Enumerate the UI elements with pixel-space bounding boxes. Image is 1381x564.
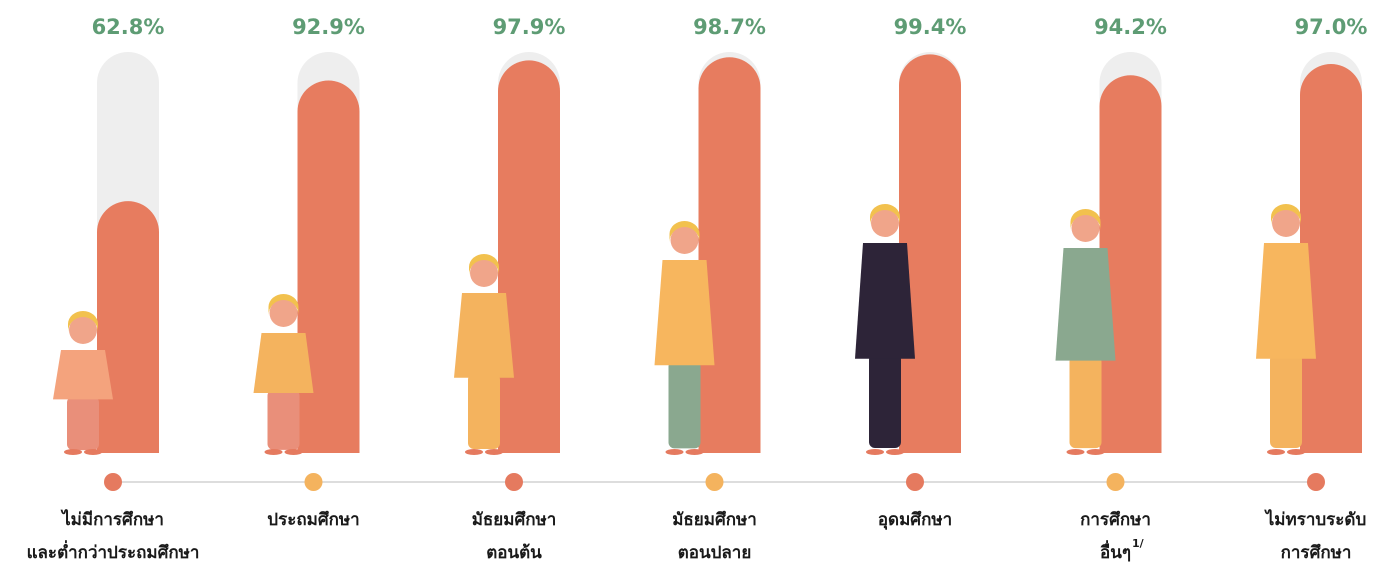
shoe bbox=[685, 449, 704, 455]
person-illustration bbox=[253, 294, 314, 455]
category-label: ไม่ทราบระดับ bbox=[1264, 509, 1367, 530]
category-label: ตอนปลาย bbox=[678, 543, 752, 563]
torso bbox=[855, 243, 915, 359]
torso bbox=[654, 260, 715, 366]
hair bbox=[469, 254, 499, 275]
shoe bbox=[886, 449, 904, 455]
value-label: 62.8% bbox=[92, 15, 165, 39]
hair bbox=[870, 204, 900, 225]
leg bbox=[668, 360, 701, 449]
shoe bbox=[64, 449, 82, 455]
shoe bbox=[465, 449, 483, 455]
category-label: การศึกษา bbox=[1080, 510, 1151, 530]
head bbox=[871, 209, 899, 237]
timeline-dot bbox=[505, 473, 523, 491]
shoe bbox=[866, 449, 884, 455]
category-label: มัธยมศึกษา bbox=[672, 510, 757, 530]
torso bbox=[1256, 243, 1316, 359]
bar bbox=[97, 201, 159, 453]
value-label: 98.7% bbox=[693, 15, 766, 39]
torso bbox=[454, 293, 514, 378]
category-label: การศึกษา bbox=[1281, 543, 1352, 563]
value-label: 97.9% bbox=[493, 15, 566, 39]
bar bbox=[698, 57, 761, 453]
head bbox=[69, 316, 97, 344]
shoe bbox=[665, 449, 684, 455]
bar bbox=[899, 54, 961, 453]
person-illustration bbox=[454, 254, 514, 455]
shoe bbox=[1086, 449, 1105, 455]
person-illustration bbox=[53, 311, 113, 455]
shoe bbox=[1267, 449, 1285, 455]
bar bbox=[297, 80, 360, 453]
shoe bbox=[485, 449, 503, 455]
category-note: 1/ bbox=[1132, 537, 1145, 550]
hair bbox=[1070, 209, 1101, 230]
value-label: 94.2% bbox=[1094, 15, 1167, 39]
category-label: ประถมศึกษา bbox=[267, 510, 359, 530]
leg bbox=[1270, 353, 1302, 449]
hair bbox=[68, 311, 98, 332]
timeline-dot bbox=[1106, 473, 1125, 491]
leg bbox=[1069, 355, 1102, 449]
leg bbox=[468, 373, 500, 450]
head bbox=[470, 259, 498, 287]
category-label: ตอนต้น bbox=[486, 543, 542, 563]
value-label: 92.9% bbox=[292, 15, 365, 39]
torso bbox=[253, 333, 314, 393]
leg bbox=[869, 353, 901, 449]
category-label: ไม่มีการศึกษา bbox=[60, 509, 164, 530]
timeline-dot bbox=[304, 473, 323, 491]
category-label: อื่นๆ bbox=[1100, 540, 1131, 563]
hair bbox=[268, 294, 299, 315]
timeline-dot bbox=[705, 473, 724, 491]
shoe bbox=[1066, 449, 1085, 455]
shoe bbox=[264, 449, 283, 455]
timeline-dot bbox=[104, 473, 122, 491]
category-label: มัธยมศึกษา bbox=[472, 510, 557, 530]
person-illustration bbox=[654, 221, 715, 455]
hair bbox=[669, 221, 700, 242]
torso bbox=[1055, 248, 1116, 361]
shoe bbox=[284, 449, 303, 455]
timeline-dot bbox=[906, 473, 924, 491]
person-illustration bbox=[1256, 204, 1316, 455]
head bbox=[1272, 209, 1300, 237]
torso bbox=[53, 350, 113, 400]
shoe bbox=[1287, 449, 1305, 455]
bar bbox=[498, 60, 560, 453]
category-label: อุดมศึกษา bbox=[878, 510, 952, 530]
leg bbox=[267, 389, 300, 450]
bar bbox=[1300, 64, 1362, 453]
head bbox=[670, 226, 699, 254]
hair bbox=[1271, 204, 1301, 225]
value-label: 97.0% bbox=[1295, 15, 1368, 39]
shoe bbox=[84, 449, 102, 455]
head bbox=[1071, 214, 1100, 242]
person-illustration bbox=[1055, 209, 1116, 455]
value-label: 99.4% bbox=[894, 15, 967, 39]
leg bbox=[67, 396, 99, 451]
bar bbox=[1099, 75, 1162, 453]
person-illustration bbox=[855, 204, 915, 455]
head bbox=[269, 299, 298, 327]
category-label: และต่ำกว่าประถมศึกษา bbox=[27, 540, 200, 563]
timeline-dot bbox=[1307, 473, 1325, 491]
